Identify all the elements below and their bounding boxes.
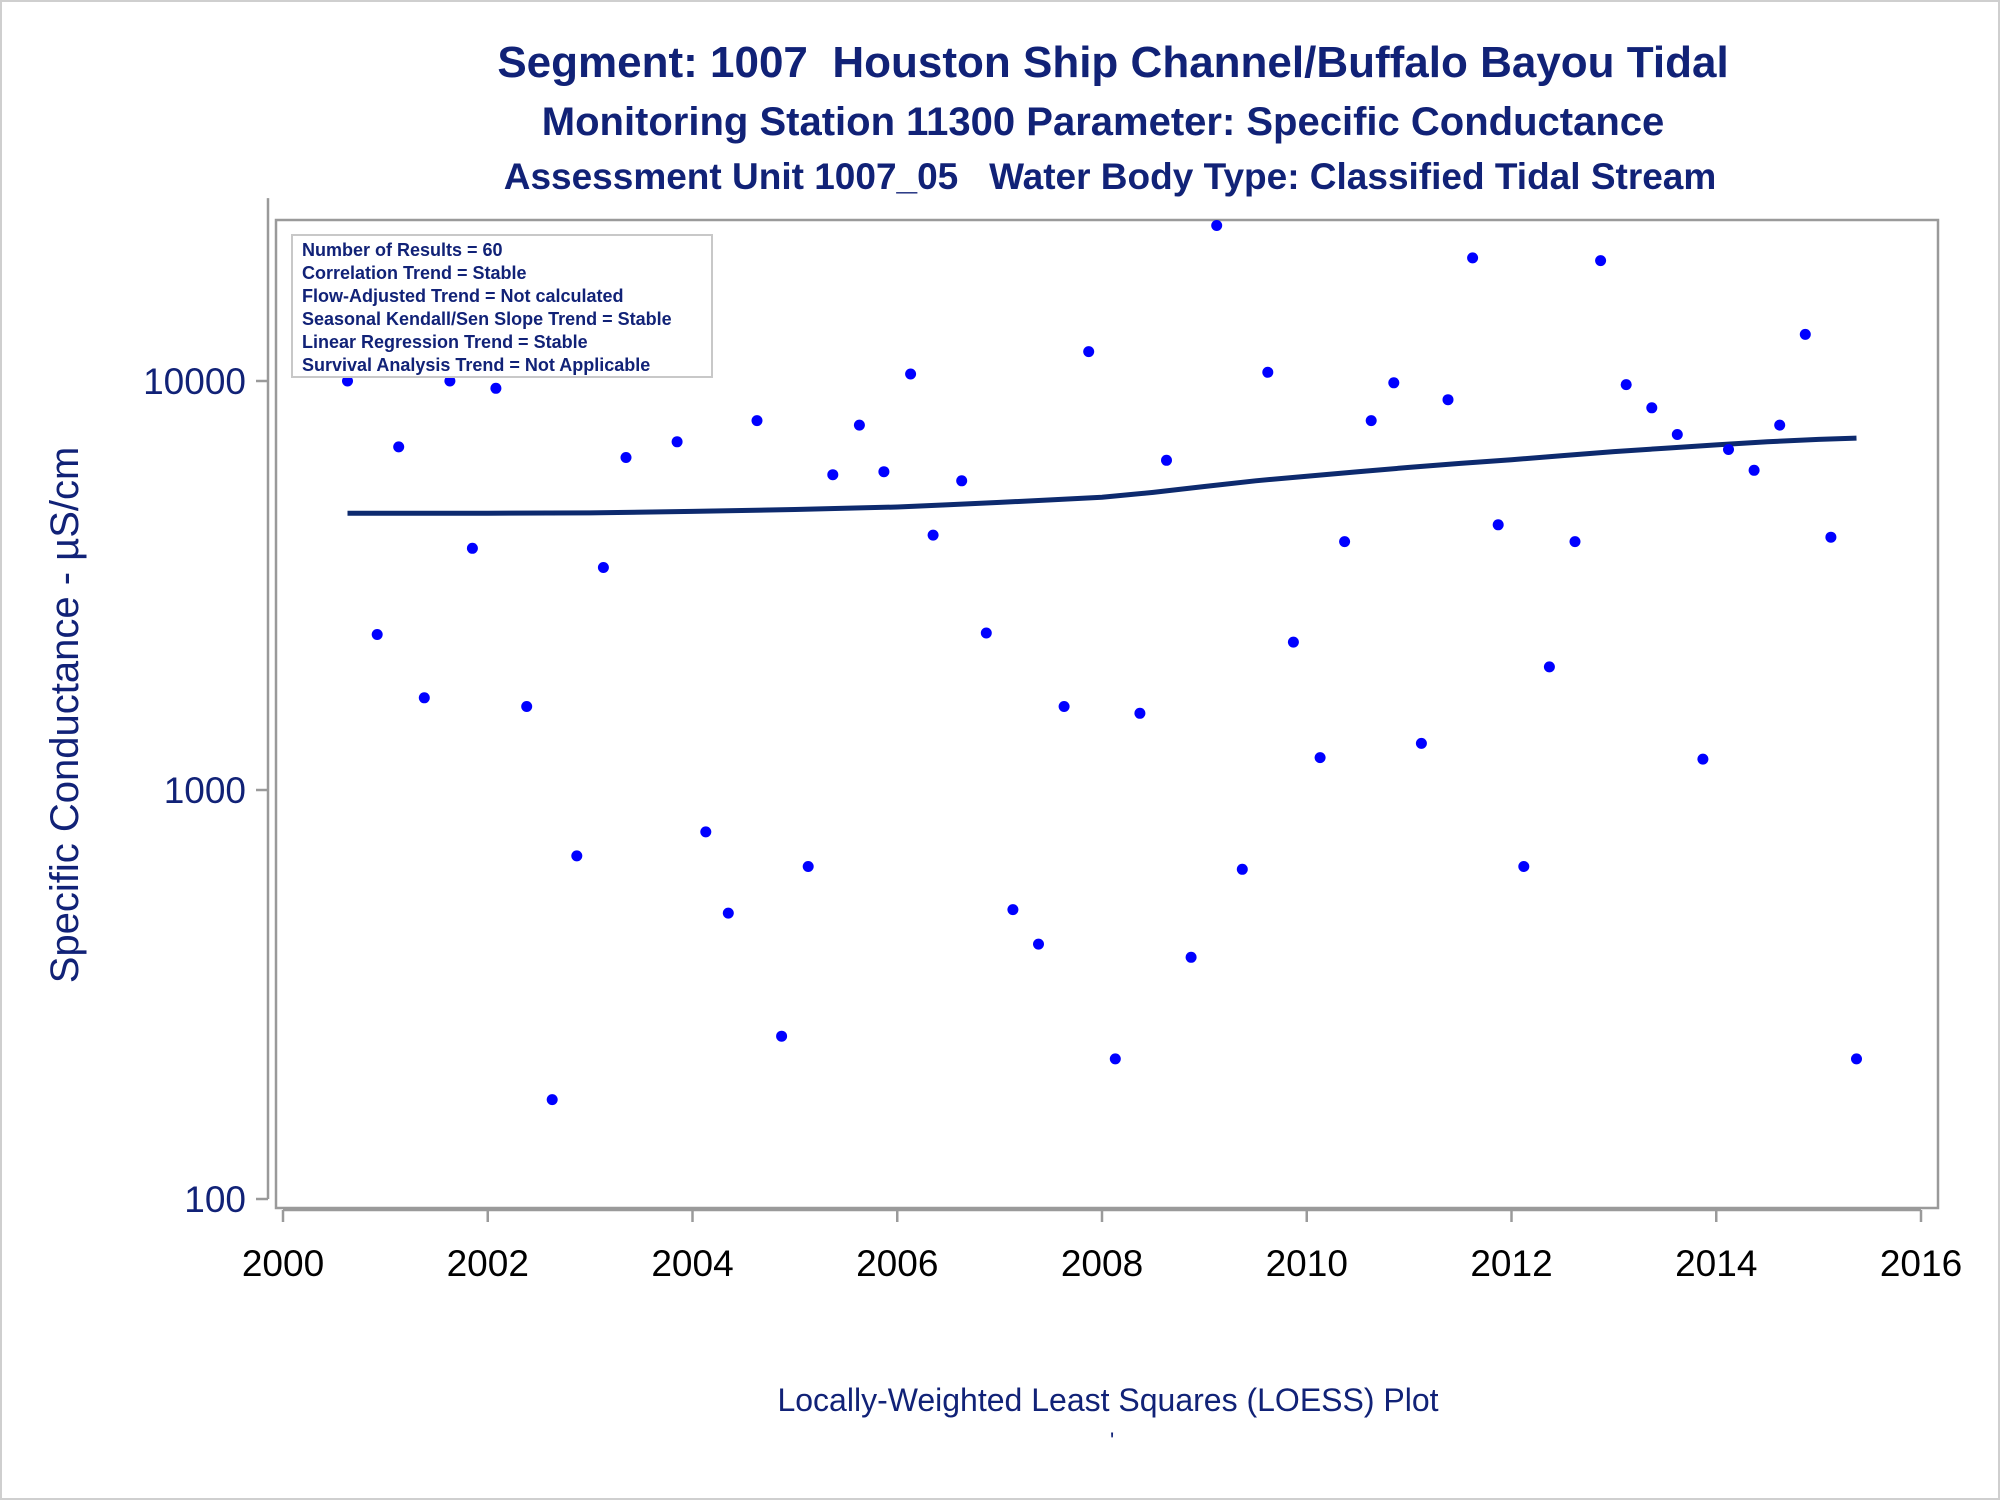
data-point	[1620, 379, 1632, 391]
x-tick-label: 2008	[1061, 1243, 1143, 1284]
data-point	[1492, 519, 1504, 531]
x-tick-label: 2012	[1470, 1243, 1552, 1284]
data-point	[1697, 753, 1709, 765]
y-tick-label: 10000	[143, 361, 246, 402]
axes: 2000 2002 2004 2006 2008 2010 2012 2014 2016 100 1…	[143, 198, 1962, 1284]
data-point	[597, 562, 609, 573]
data-point	[1851, 1053, 1862, 1065]
data-point	[878, 466, 890, 478]
data-point	[1774, 419, 1786, 431]
data-point	[1595, 255, 1607, 267]
data-point	[905, 368, 917, 380]
data-point	[1161, 454, 1172, 466]
trend-summary-line: Correlation Trend = Stable	[302, 263, 527, 283]
data-point	[927, 529, 939, 541]
chart-subtitle-station: Monitoring Station 11300 Parameter: Spec…	[541, 100, 1665, 144]
data-point	[546, 1094, 558, 1106]
x-tick-label: 2006	[856, 1243, 938, 1284]
data-point	[1723, 444, 1734, 455]
data-point	[1799, 328, 1811, 340]
data-point	[700, 826, 712, 838]
loess-trend-line	[347, 435, 1857, 516]
data-point	[956, 475, 968, 487]
data-point	[1262, 366, 1274, 378]
chart-subtitle-assessment: Assessment Unit 1007_05 Water Body Type:…	[503, 156, 1717, 197]
data-point	[751, 415, 763, 427]
trend-summary-box: Number of Results = 60 Correlation Trend …	[291, 234, 713, 378]
data-point	[1467, 252, 1479, 264]
data-point	[371, 629, 383, 640]
x-tick-label: 2010	[1266, 1243, 1348, 1284]
data-points-group	[342, 220, 1862, 1106]
footer-mark: '	[1110, 1428, 1115, 1453]
trend-summary-line: Linear Regression Trend = Stable	[302, 332, 588, 352]
data-point	[1825, 531, 1837, 543]
data-point	[466, 542, 478, 554]
chart-title: Segment: 1007 Houston Ship Channel/Buffa…	[497, 38, 1729, 87]
data-point	[393, 441, 405, 453]
data-point	[1543, 661, 1555, 673]
data-point	[342, 375, 353, 387]
data-point	[1083, 346, 1095, 358]
data-point	[571, 850, 583, 862]
plot-caption: Locally-Weighted Least Squares (LOESS) P…	[777, 1382, 1439, 1418]
data-point	[1109, 1053, 1121, 1065]
data-point	[827, 469, 839, 481]
data-point	[418, 692, 430, 704]
data-point	[1671, 429, 1683, 440]
data-point	[1287, 636, 1299, 648]
plot-area-frame	[274, 218, 1940, 1210]
trend-summary-line: Seasonal Kendall/Sen Slope Trend = Stabl…	[302, 309, 672, 329]
data-point	[1339, 536, 1351, 548]
data-point	[671, 436, 683, 448]
data-point	[1518, 861, 1530, 872]
data-point	[1646, 402, 1658, 414]
x-tick-label: 2002	[447, 1243, 529, 1284]
data-point	[853, 419, 865, 431]
data-point	[521, 701, 533, 712]
data-point	[1185, 951, 1197, 963]
trend-summary-line: Survival Analysis Trend = Not Applicable	[302, 355, 650, 375]
data-point	[490, 382, 502, 394]
data-point	[1569, 536, 1581, 548]
y-axis-label: Specific Conductance - µS/cm	[43, 447, 87, 984]
data-point	[1211, 220, 1223, 231]
loess-trend-group	[347, 435, 1857, 516]
trend-summary-line: Flow-Adjusted Trend = Not calculated	[302, 286, 624, 306]
data-point	[1058, 701, 1070, 712]
data-point	[776, 1030, 788, 1042]
x-tick-label: 2016	[1880, 1243, 1962, 1284]
data-point	[1748, 464, 1760, 476]
data-point	[1007, 904, 1019, 916]
data-point	[802, 861, 814, 872]
data-point	[722, 907, 734, 919]
data-point	[980, 627, 992, 639]
data-point	[444, 375, 456, 387]
data-point	[620, 452, 632, 463]
y-tick-label: 1000	[164, 770, 246, 811]
x-tick-label: 2014	[1675, 1243, 1757, 1284]
x-tick-label: 2000	[242, 1243, 324, 1284]
data-point	[1365, 415, 1377, 427]
data-point	[1236, 863, 1248, 875]
data-point	[1314, 752, 1326, 764]
data-point	[1388, 377, 1400, 389]
data-point	[1415, 737, 1427, 749]
y-tick-label: 100	[184, 1179, 246, 1220]
data-point	[1033, 938, 1044, 950]
data-point	[1442, 394, 1454, 406]
data-point	[1134, 707, 1146, 719]
trend-summary-border	[291, 234, 713, 378]
trend-summary-line: Number of Results = 60	[302, 240, 503, 260]
x-tick-label: 2004	[651, 1243, 733, 1284]
